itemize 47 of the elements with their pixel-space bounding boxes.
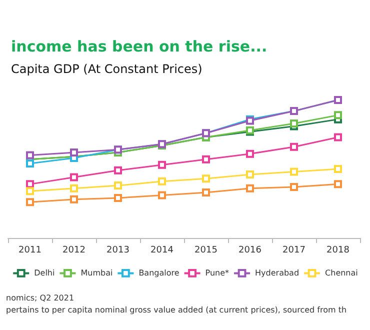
- point: [290, 168, 298, 176]
- point: [114, 182, 122, 190]
- text: pertains to per capita nominal gross value added (at current prices), sourced from th: [6, 306, 347, 314]
- legend-label: Hyderabad: [255, 268, 300, 278]
- x-tick-label: 2014: [150, 246, 174, 256]
- point: [70, 195, 78, 204]
- x-tick-label: 2017: [282, 246, 306, 256]
- point: [114, 166, 122, 174]
- point: [246, 184, 254, 192]
- point: [290, 142, 298, 151]
- legend-label: Chennai: [325, 268, 358, 278]
- point: [202, 155, 210, 164]
- text: nomics; Q2 2021: [6, 294, 74, 302]
- x-tick-label: 2011: [18, 246, 42, 256]
- x-tick-label: 2016: [238, 246, 262, 256]
- chart-title: income has been on the rise...: [11, 38, 268, 56]
- chart-subtitle: Capita GDP (At Constant Prices): [11, 62, 202, 76]
- legend-label: Mumbai: [80, 268, 113, 278]
- point: [334, 111, 342, 120]
- point: [202, 174, 210, 183]
- point: [70, 148, 78, 156]
- point: [158, 160, 166, 169]
- point: [246, 170, 254, 179]
- point: [158, 177, 166, 186]
- legend-label: Pune*: [205, 268, 230, 278]
- x-tick-label: 2012: [62, 246, 86, 256]
- x-tick-label: 2015: [194, 246, 218, 256]
- point: [26, 180, 34, 188]
- point: [290, 119, 298, 128]
- point: [334, 165, 342, 173]
- point: [246, 150, 254, 158]
- point: [334, 133, 342, 142]
- x-tick-label: 2018: [326, 246, 350, 256]
- point: [158, 191, 166, 200]
- point: [26, 159, 34, 168]
- point: [114, 194, 122, 202]
- legend-label: Bangalore: [138, 268, 180, 278]
- point: [290, 182, 298, 191]
- point: [70, 173, 78, 182]
- point: [26, 151, 34, 160]
- legend-label: Delhi: [34, 268, 55, 278]
- point: [70, 184, 78, 192]
- point: [202, 188, 210, 196]
- point: [26, 187, 34, 196]
- point: [334, 180, 342, 188]
- point: [26, 198, 34, 206]
- x-tick-label: 2013: [106, 246, 130, 256]
